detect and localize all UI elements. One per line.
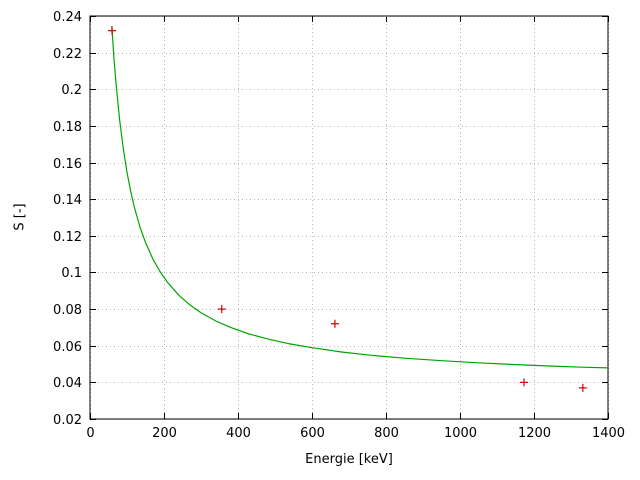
y-tick-label: 0.2	[61, 83, 82, 98]
y-tick-label: 0.02	[53, 413, 82, 428]
x-tick-label: 1400	[592, 426, 625, 441]
y-tick-label: 0.14	[53, 193, 82, 208]
x-axis-title: Energie [keV]	[305, 452, 393, 467]
y-tick-label: 0.16	[53, 157, 82, 172]
fit-curve	[111, 25, 609, 369]
y-tick-label: 0.22	[53, 47, 82, 62]
x-tick-label: 200	[152, 426, 177, 441]
x-tick-label: 1200	[518, 426, 551, 441]
x-tick-label: 800	[374, 426, 399, 441]
y-tick-label: 0.1	[61, 266, 82, 281]
y-tick-label: 0.08	[53, 303, 82, 318]
plot-border	[89, 15, 609, 420]
y-axis-title: S [-]	[12, 203, 28, 231]
x-tick-label: 0	[86, 426, 94, 441]
y-tick-label: 0.18	[53, 120, 82, 135]
x-tick-label: 400	[226, 426, 251, 441]
y-tick-label: 0.04	[53, 376, 82, 391]
y-tick-label: 0.12	[53, 230, 82, 245]
y-tick-label: 0.24	[53, 10, 82, 25]
x-tick-label: 1000	[444, 426, 477, 441]
x-tick-label: 600	[300, 426, 325, 441]
y-tick-label: 0.06	[53, 340, 82, 355]
